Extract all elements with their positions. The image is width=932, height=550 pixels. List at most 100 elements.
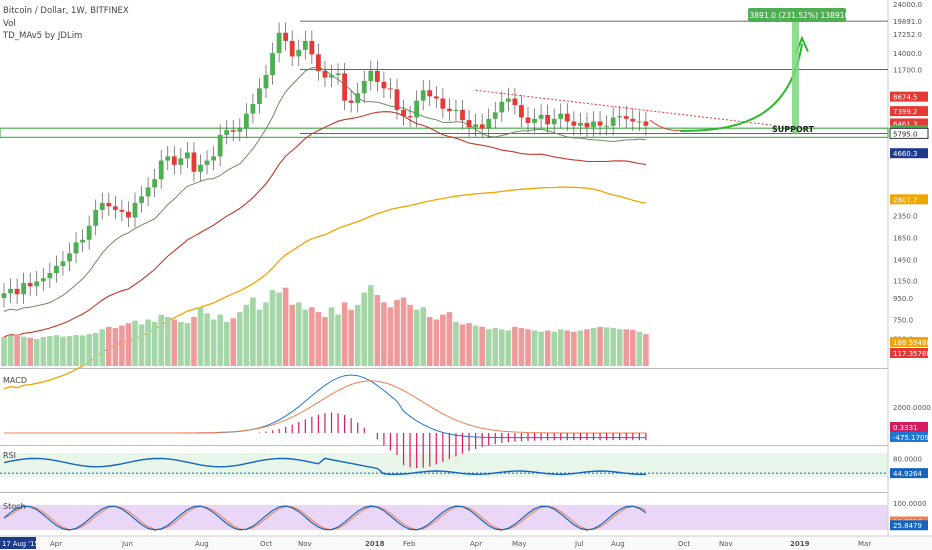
support-zone — [0, 127, 889, 138]
candle-down — [348, 100, 354, 103]
volume-bar — [119, 325, 125, 366]
price-tag: 7399.2 — [893, 108, 918, 116]
time-axis-label: Nov — [298, 540, 312, 548]
volume-bar — [479, 326, 485, 366]
macd-histogram-bar — [606, 433, 608, 441]
candle-up — [21, 282, 27, 295]
candle-up — [139, 196, 144, 203]
macd-histogram-bar — [461, 433, 464, 454]
macd-histogram-bar — [357, 422, 359, 433]
volume-bar — [197, 307, 204, 366]
volume-bar — [295, 302, 302, 366]
macd-histogram-bar — [638, 433, 640, 441]
candle-up — [302, 40, 308, 50]
volume-bar — [505, 330, 512, 366]
stoch-tag-box — [890, 520, 928, 531]
volume-bar — [485, 329, 492, 366]
price-axis-label: 1450.0 — [893, 256, 918, 264]
candle-up — [610, 117, 616, 126]
volume-bar — [577, 330, 584, 366]
volume-bar — [564, 330, 571, 366]
macd-histogram-bar — [363, 427, 365, 433]
candle-up — [1, 293, 7, 298]
stoch-axis-label: 100.0000 — [893, 500, 926, 508]
candle-up — [99, 202, 105, 210]
candle-down — [14, 288, 20, 295]
volume-bar — [590, 328, 597, 366]
volume-bar — [230, 318, 237, 366]
volume-bar — [499, 329, 505, 366]
candle-down — [289, 40, 295, 57]
candle-up — [152, 179, 158, 188]
volume-bar — [223, 321, 230, 366]
candle-down — [112, 206, 118, 210]
candle-down — [584, 122, 590, 128]
price-axis-label: 1850.0 — [893, 234, 918, 242]
candle-down — [407, 116, 413, 118]
volume-bar — [171, 319, 178, 366]
volume-bar — [381, 302, 387, 366]
macd-histogram-bar — [547, 433, 549, 441]
macd-histogram-bar — [311, 416, 313, 433]
candle-up — [237, 128, 243, 132]
macd-histogram-bar — [350, 418, 352, 433]
volume-bar — [525, 329, 531, 366]
macd-histogram-bar — [481, 433, 483, 447]
volume-bar — [643, 334, 649, 366]
volume-bar — [557, 329, 564, 366]
macd-histogram-bar — [376, 433, 378, 440]
stoch-tag: 25.8479 — [893, 522, 922, 530]
candle-up — [224, 130, 230, 135]
candle-up — [145, 187, 151, 197]
projection-dip — [649, 119, 681, 131]
macd-histogram-bar — [383, 433, 385, 446]
volume-bar — [636, 331, 643, 366]
volume-tag: 188.5948K — [893, 339, 931, 347]
price-tag-box — [889, 127, 929, 139]
price-tag-box — [890, 91, 928, 102]
candle-up — [538, 114, 544, 119]
volume-bar — [630, 329, 636, 366]
candle-up — [505, 98, 511, 102]
candle-down — [433, 96, 439, 99]
macd-histogram-bar — [540, 433, 542, 441]
candle-down — [466, 120, 472, 128]
macd-histogram-bar — [330, 412, 333, 433]
macd-histogram-bar — [514, 433, 516, 442]
candle-up — [492, 112, 498, 119]
volume-bar — [531, 330, 538, 366]
macd-histogram-bar — [435, 433, 437, 465]
volume-bar — [433, 319, 440, 366]
volume-bar — [492, 328, 499, 366]
price-tag: 4660.3 — [893, 150, 918, 158]
volume-bar — [315, 312, 322, 366]
volume-bar — [551, 331, 557, 366]
volume-bar — [335, 314, 341, 366]
candle-up — [414, 100, 420, 118]
time-axis-label: Jun — [121, 540, 133, 548]
macd-axis-label: -475.1709 — [893, 434, 929, 442]
target-label: 13891.0 (231.52%) 138910 — [745, 11, 850, 20]
macd-histogram-bar — [533, 433, 536, 441]
time-axis-label: Feb — [403, 540, 416, 548]
pane-divider-stoch — [0, 492, 888, 493]
volume-bar — [14, 334, 20, 366]
candle-down — [525, 117, 531, 123]
candle-down — [440, 98, 446, 109]
candle-down — [171, 156, 177, 165]
volume-bar — [164, 317, 171, 366]
volume-bar — [446, 312, 453, 366]
volume-bar — [453, 321, 459, 366]
macd-histogram-bar — [291, 424, 293, 433]
time-axis-label: Oct — [260, 540, 272, 548]
volume-bar — [60, 336, 66, 366]
macd-histogram-bar — [265, 431, 267, 433]
time-axis-label: Aug — [611, 540, 625, 548]
candle-down — [342, 73, 347, 101]
candle-up — [158, 160, 164, 180]
volume-bar — [440, 314, 446, 366]
pane-divider-rsi — [0, 445, 888, 446]
macd-tag-box — [890, 432, 928, 442]
downtrend-line — [475, 89, 791, 128]
